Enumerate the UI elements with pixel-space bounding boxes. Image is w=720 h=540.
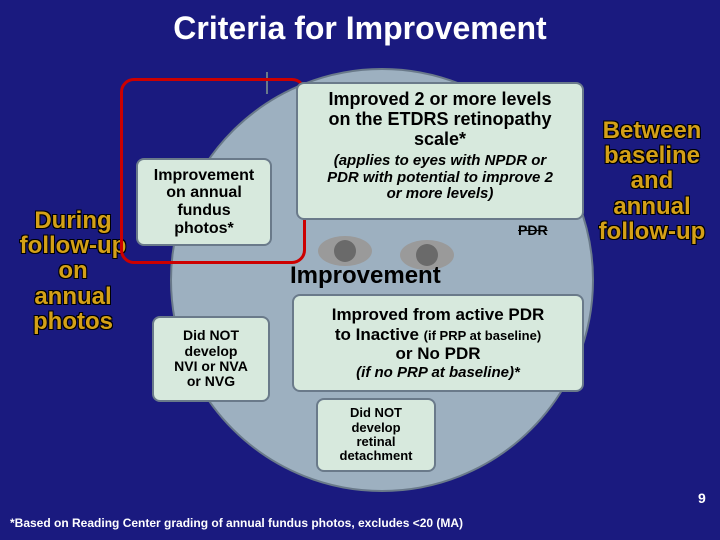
improvement-label: Improvement [290, 262, 441, 290]
pdr-strike: PDR [518, 222, 548, 238]
slide-number: 9 [698, 490, 706, 506]
side-left-line: follow-up [20, 232, 127, 259]
side-right-line: baseline [604, 142, 700, 169]
box-mid-l1: Improved from active PDR [332, 305, 545, 325]
footnote: *Based on Reading Center grading of annu… [10, 516, 463, 530]
box-top-l3: scale* [414, 129, 466, 149]
box-top-l1: Improved 2 or more levels [328, 89, 551, 109]
side-left-line: on [58, 257, 87, 284]
box-left2-l3: NVI or NVA [174, 359, 248, 374]
side-left-line: During [34, 207, 111, 234]
side-right-label: Between baseline and annual follow-up [582, 118, 720, 244]
box-left: Improvement on annual fundus photos* [136, 158, 272, 246]
box-mid-l4: (if no PRP at baseline)* [356, 364, 520, 381]
side-right-line: follow-up [599, 218, 706, 245]
box-left-l4: photos* [174, 220, 234, 238]
box-left2-l2: develop [185, 344, 238, 359]
box-left-l3: fundus [177, 202, 230, 220]
slide-title: Criteria for Improvement [0, 10, 720, 47]
box-bottom-l2: develop [351, 421, 400, 435]
box-mid-l2a: to Inactive [335, 325, 424, 344]
box-mid-l2: to Inactive (if PRP at baseline) [335, 325, 541, 345]
box-top: Improved 2 or more levels on the ETDRS r… [296, 82, 584, 220]
side-right-line: and [631, 167, 674, 194]
side-right-line: Between [603, 117, 702, 144]
box-left2-l4: or NVG [187, 374, 235, 389]
box-mid-l3: or No PDR [396, 344, 481, 364]
eye-left-pupil [334, 240, 356, 262]
box-top-s1: (applies to eyes with NPDR or [334, 152, 547, 169]
box-left2-l1: Did NOT [183, 328, 239, 343]
box-mid: Improved from active PDR to Inactive (if… [292, 294, 584, 392]
box-top-s2: PDR with potential to improve 2 [327, 169, 553, 186]
box-top-l2: on the ETDRS retinopathy [328, 109, 551, 129]
side-left-label: During follow-up on annual photos [8, 208, 138, 334]
box-bottom: Did NOT develop retinal detachment [316, 398, 436, 472]
box-bottom-l1: Did NOT [350, 406, 402, 420]
box-left-l1: Improvement [154, 167, 254, 185]
box-left2: Did NOT develop NVI or NVA or NVG [152, 316, 270, 402]
box-bottom-l3: retinal [356, 435, 395, 449]
box-mid-l2b: (if PRP at baseline) [424, 328, 542, 343]
side-right-line: annual [613, 193, 690, 220]
box-left-l2: on annual [166, 184, 242, 202]
side-left-line: photos [33, 308, 113, 335]
box-top-s3: or more levels) [387, 185, 494, 202]
box-bottom-l4: detachment [340, 449, 413, 463]
side-left-line: annual [34, 283, 111, 310]
